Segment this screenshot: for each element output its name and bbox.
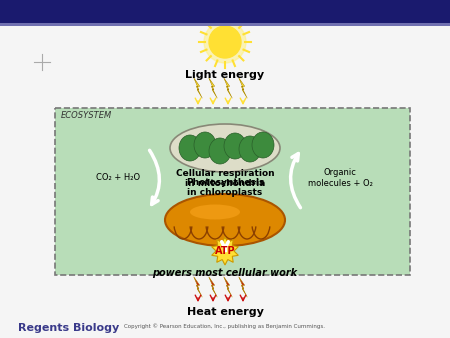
Polygon shape (239, 277, 247, 297)
FancyArrowPatch shape (291, 153, 301, 208)
Polygon shape (209, 277, 217, 297)
Ellipse shape (190, 204, 240, 219)
Polygon shape (224, 277, 232, 297)
Bar (0, 23, 450, 26)
Text: Heat energy: Heat energy (187, 307, 263, 317)
Polygon shape (194, 277, 202, 297)
Polygon shape (194, 78, 202, 98)
Text: Cellular respiration
in mitochondria: Cellular respiration in mitochondria (176, 169, 274, 188)
Text: CO₂ + H₂O: CO₂ + H₂O (96, 173, 140, 183)
Text: ECOSYSTEM: ECOSYSTEM (61, 111, 112, 120)
Ellipse shape (165, 194, 285, 246)
Polygon shape (209, 78, 217, 98)
Polygon shape (224, 78, 232, 98)
Ellipse shape (194, 132, 216, 158)
Text: Regents Biology: Regents Biology (18, 323, 119, 333)
Circle shape (204, 21, 246, 63)
Bar (0, 0, 450, 23)
Polygon shape (212, 237, 239, 265)
Text: Organic
molecules + O₂: Organic molecules + O₂ (307, 168, 373, 188)
Text: powers most cellular work: powers most cellular work (153, 268, 297, 278)
Bar (55, 108, 410, 275)
FancyArrowPatch shape (149, 150, 159, 204)
Ellipse shape (170, 124, 280, 172)
Ellipse shape (239, 136, 261, 162)
Ellipse shape (224, 133, 246, 159)
Polygon shape (239, 78, 247, 98)
Ellipse shape (209, 138, 231, 164)
Ellipse shape (252, 132, 274, 158)
Ellipse shape (179, 135, 201, 161)
Text: ATP: ATP (215, 246, 235, 256)
Text: Copyright © Pearson Education, Inc., publishing as Benjamin Cummings.: Copyright © Pearson Education, Inc., pub… (125, 323, 325, 329)
Text: Light energy: Light energy (185, 70, 265, 80)
Text: Photosynthesis
in chloroplasts: Photosynthesis in chloroplasts (186, 178, 264, 197)
Circle shape (209, 26, 241, 58)
